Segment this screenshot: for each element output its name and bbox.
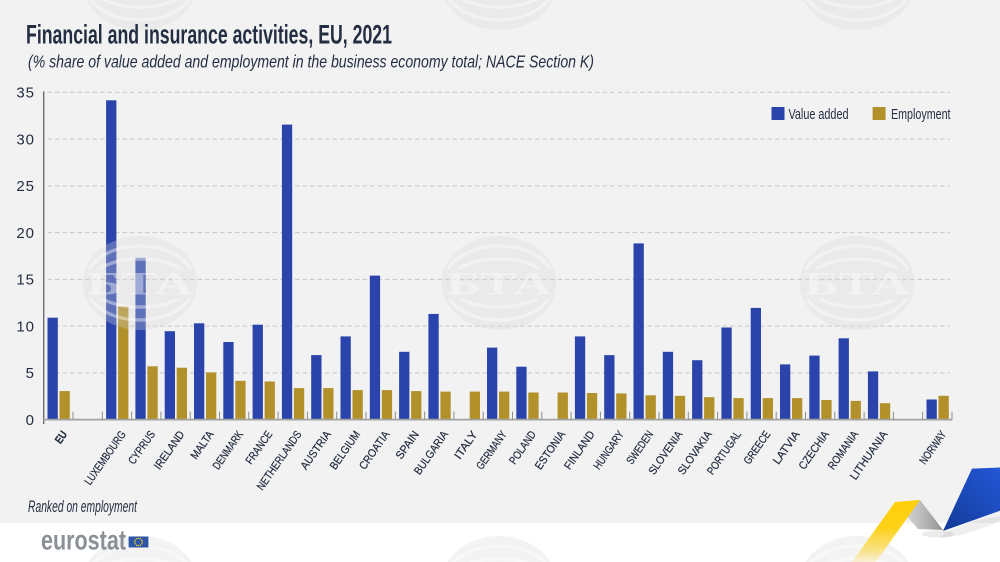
svg-text:БТА: БТА [87,267,193,303]
svg-text:БТА: БТА [446,0,552,3]
svg-text:30: 30 [16,131,35,148]
svg-text:(% share of value added and em: (% share of value added and employment i… [28,52,594,72]
svg-text:20: 20 [16,225,35,242]
svg-text:15: 15 [16,272,35,289]
svg-text:Value added: Value added [789,106,849,123]
svg-text:Financial and insurance activi: Financial and insurance activities, EU, … [26,20,392,50]
svg-text:25: 25 [16,178,35,195]
svg-text:10: 10 [16,318,35,335]
svg-text:eurostat: eurostat [41,525,126,556]
svg-text:Employment: Employment [891,106,951,123]
svg-text:5: 5 [26,365,35,382]
svg-text:Ranked on employment: Ranked on employment [28,497,138,516]
svg-text:БТА: БТА [446,267,552,303]
svg-text:БТА: БТА [804,0,910,3]
svg-text:35: 35 [16,85,35,102]
svg-text:БТА: БТА [87,0,193,3]
svg-text:0: 0 [26,412,35,429]
svg-text:БТА: БТА [804,267,910,303]
